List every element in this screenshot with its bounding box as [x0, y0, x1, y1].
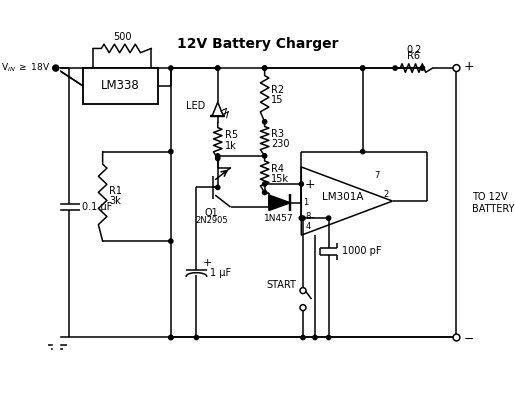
Text: 3k: 3k — [110, 197, 121, 206]
Circle shape — [263, 120, 267, 124]
Circle shape — [194, 335, 199, 340]
Text: R6: R6 — [407, 51, 420, 61]
Circle shape — [169, 335, 173, 340]
Circle shape — [263, 154, 267, 158]
Text: R1: R1 — [110, 186, 123, 196]
Circle shape — [263, 66, 267, 70]
Circle shape — [263, 190, 267, 195]
Circle shape — [216, 154, 220, 158]
Circle shape — [216, 66, 220, 70]
Text: V$_{IN}$ $\geq$ 18V: V$_{IN}$ $\geq$ 18V — [1, 62, 50, 74]
Text: R3: R3 — [271, 129, 284, 139]
Text: 2N2905: 2N2905 — [196, 216, 228, 225]
Circle shape — [169, 335, 173, 340]
Circle shape — [327, 335, 331, 340]
Circle shape — [360, 66, 365, 70]
Circle shape — [299, 216, 303, 220]
Text: 15: 15 — [271, 95, 284, 105]
Text: TO 12V
BATTERY: TO 12V BATTERY — [472, 192, 514, 214]
Text: 15k: 15k — [271, 174, 289, 184]
Text: START: START — [266, 280, 296, 291]
Text: 0.2: 0.2 — [406, 45, 422, 55]
Text: R4: R4 — [271, 164, 284, 174]
Text: 7: 7 — [374, 171, 380, 180]
Circle shape — [453, 64, 460, 71]
Circle shape — [299, 182, 303, 186]
Text: R5: R5 — [225, 131, 238, 140]
Circle shape — [313, 335, 317, 340]
Text: LM301A: LM301A — [322, 192, 364, 202]
Circle shape — [263, 182, 267, 186]
Circle shape — [169, 66, 173, 70]
Text: 12V Battery Charger: 12V Battery Charger — [177, 37, 338, 50]
Circle shape — [300, 305, 306, 311]
Circle shape — [53, 65, 59, 71]
Text: 1: 1 — [303, 198, 308, 207]
Circle shape — [169, 239, 173, 243]
Circle shape — [216, 185, 220, 189]
Circle shape — [360, 150, 365, 154]
Polygon shape — [269, 195, 290, 210]
Text: 230: 230 — [271, 139, 290, 149]
Text: +: + — [464, 60, 474, 73]
Text: −: − — [464, 333, 474, 346]
Circle shape — [300, 288, 306, 293]
Circle shape — [216, 156, 220, 160]
Circle shape — [327, 216, 331, 220]
Text: 0.1 µF: 0.1 µF — [82, 202, 112, 212]
Text: 500: 500 — [113, 31, 131, 42]
Circle shape — [453, 334, 460, 341]
Text: 4: 4 — [305, 222, 311, 231]
Circle shape — [301, 216, 305, 220]
Text: +: + — [202, 258, 212, 268]
Circle shape — [263, 66, 267, 70]
Circle shape — [216, 66, 220, 70]
Text: Q1: Q1 — [205, 208, 219, 218]
Text: +: + — [304, 177, 315, 191]
Bar — [83, 68, 158, 104]
Text: 2: 2 — [383, 190, 388, 199]
Circle shape — [169, 150, 173, 154]
Text: 8: 8 — [305, 212, 311, 221]
Circle shape — [54, 66, 58, 70]
Text: LM338: LM338 — [101, 79, 140, 92]
Text: 1N457: 1N457 — [264, 214, 294, 223]
Circle shape — [301, 335, 305, 340]
Circle shape — [420, 66, 424, 70]
Circle shape — [393, 66, 397, 70]
Text: 1 µF: 1 µF — [210, 268, 231, 278]
Text: −: − — [304, 212, 315, 224]
Text: R2: R2 — [271, 85, 285, 95]
Text: 1k: 1k — [225, 141, 236, 151]
Circle shape — [360, 66, 365, 70]
Text: 1000 pF: 1000 pF — [342, 246, 382, 256]
Text: LED: LED — [186, 102, 205, 112]
Polygon shape — [212, 102, 224, 116]
